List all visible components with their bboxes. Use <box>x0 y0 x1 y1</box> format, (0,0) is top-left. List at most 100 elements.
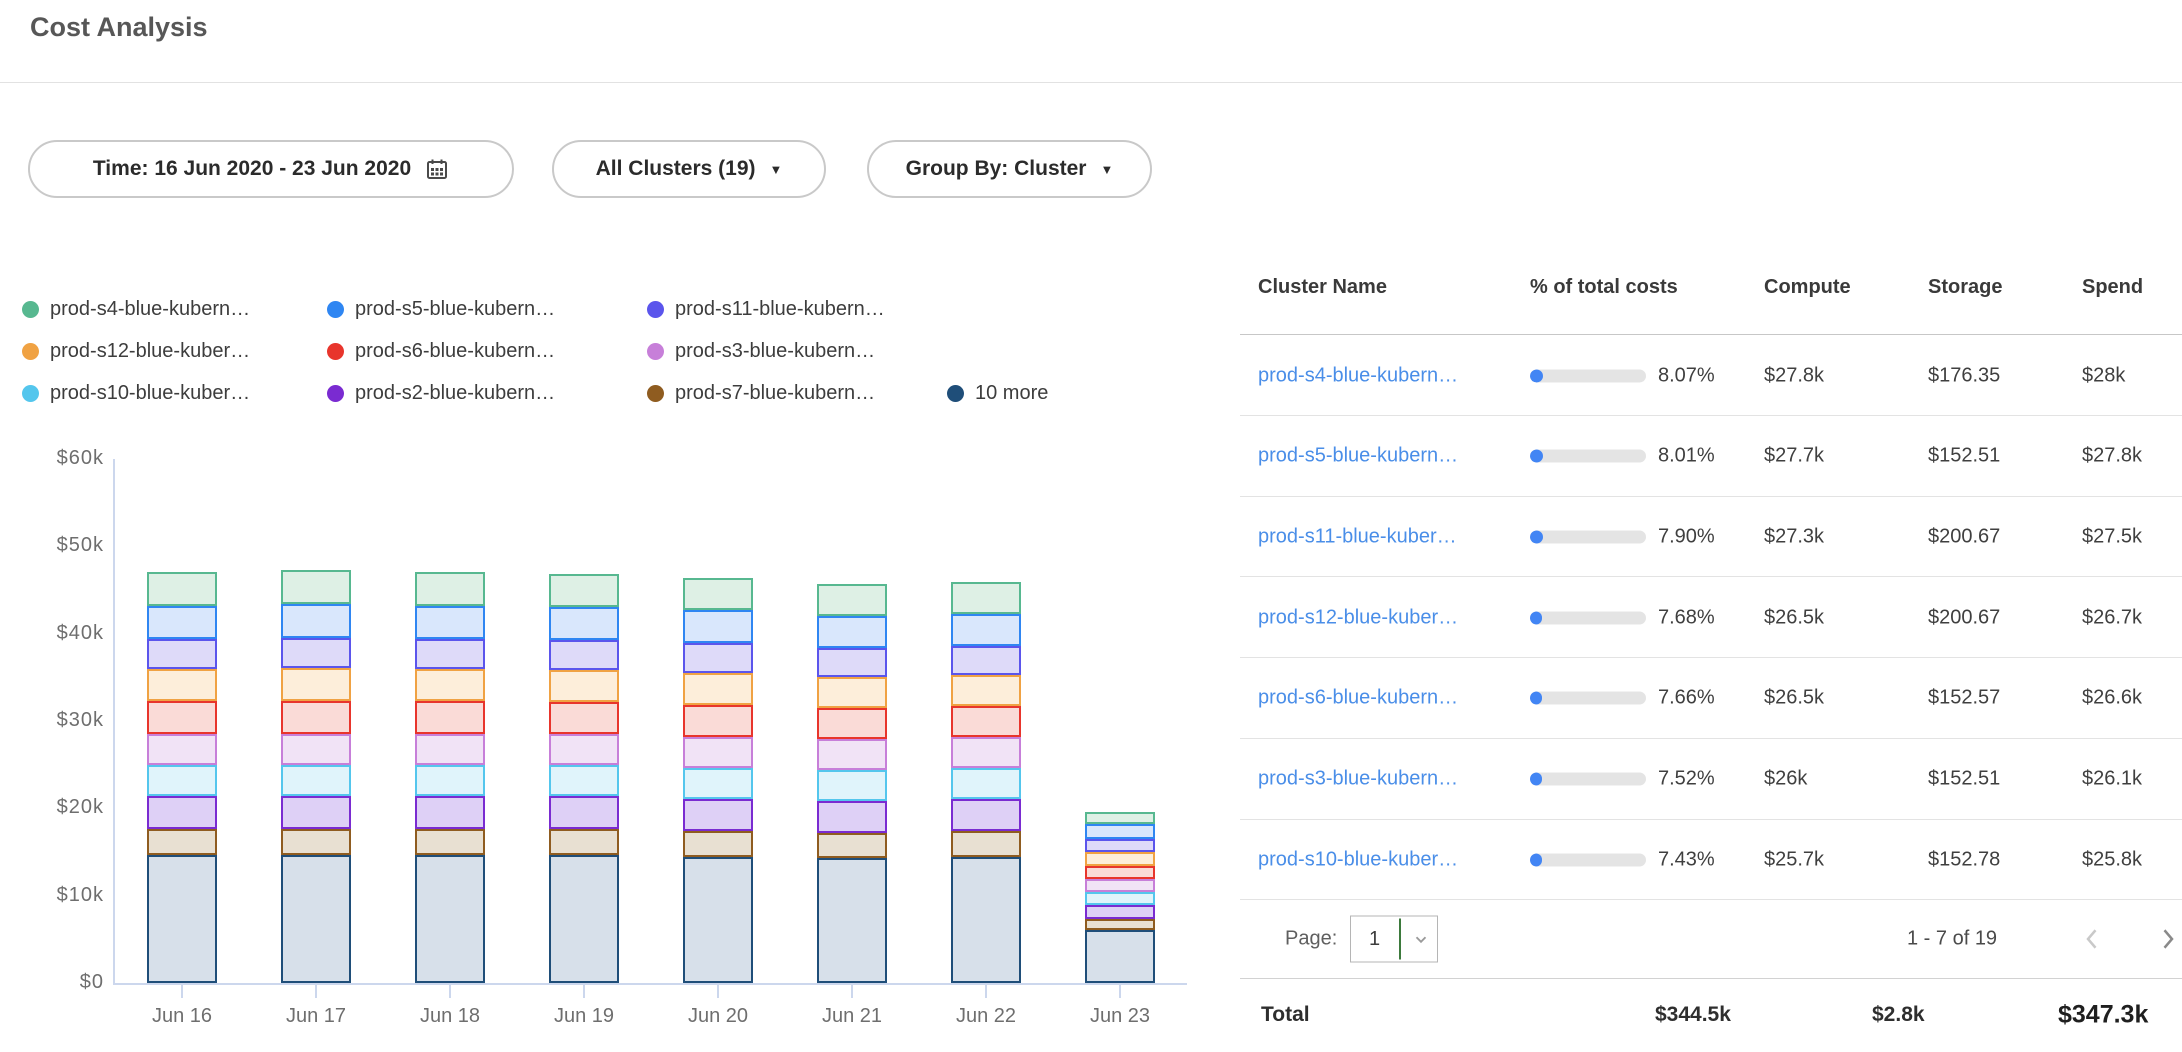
bar-segment-prod-s4-blue-kubern[interactable] <box>1085 812 1155 824</box>
bar-segment-prod-s11-blue-kubern[interactable] <box>415 639 485 669</box>
next-page-button[interactable] <box>2152 924 2182 954</box>
legend-item-prod-s3-blue-kubern[interactable]: prod-s3-blue-kubern… <box>647 340 947 363</box>
bar-segment-prod-s4-blue-kubern[interactable] <box>817 584 887 616</box>
cluster-link-prod-s12-blue-kuber[interactable]: prod-s12-blue-kuber… <box>1258 606 1459 629</box>
bar-segment-prod-s7-blue-kubern[interactable] <box>951 831 1021 857</box>
bar-segment-10-more[interactable] <box>951 857 1021 983</box>
bar-segment-prod-s6-blue-kubern[interactable] <box>683 705 753 737</box>
bar-segment-prod-s2-blue-kubern[interactable] <box>549 796 619 829</box>
bar-segment-prod-s2-blue-kubern[interactable] <box>281 796 351 829</box>
bar-segment-prod-s12-blue-kuber[interactable] <box>549 670 619 702</box>
bar-segment-prod-s7-blue-kubern[interactable] <box>683 831 753 857</box>
bar-jun-22[interactable] <box>951 582 1021 983</box>
bar-segment-prod-s12-blue-kuber[interactable] <box>415 669 485 701</box>
bar-segment-prod-s11-blue-kubern[interactable] <box>147 639 217 669</box>
legend-item-prod-s4-blue-kubern[interactable]: prod-s4-blue-kubern… <box>22 298 327 321</box>
bar-segment-prod-s6-blue-kubern[interactable] <box>1085 866 1155 879</box>
bar-segment-prod-s6-blue-kubern[interactable] <box>281 701 351 734</box>
bar-segment-prod-s3-blue-kubern[interactable] <box>683 737 753 768</box>
bar-segment-prod-s7-blue-kubern[interactable] <box>817 833 887 858</box>
legend-item-prod-s11-blue-kubern[interactable]: prod-s11-blue-kubern… <box>647 298 947 321</box>
bar-segment-prod-s2-blue-kubern[interactable] <box>817 801 887 833</box>
bar-segment-prod-s7-blue-kubern[interactable] <box>415 829 485 855</box>
bar-segment-prod-s4-blue-kubern[interactable] <box>951 582 1021 614</box>
bar-segment-prod-s6-blue-kubern[interactable] <box>951 706 1021 737</box>
bar-segment-prod-s3-blue-kubern[interactable] <box>1085 879 1155 892</box>
bar-segment-prod-s10-blue-kuber[interactable] <box>951 768 1021 799</box>
bar-segment-prod-s10-blue-kuber[interactable] <box>549 765 619 796</box>
bar-segment-prod-s3-blue-kubern[interactable] <box>415 734 485 765</box>
bar-segment-10-more[interactable] <box>1085 930 1155 983</box>
bar-segment-prod-s2-blue-kubern[interactable] <box>147 796 217 829</box>
bar-segment-prod-s12-blue-kuber[interactable] <box>817 677 887 708</box>
bar-segment-prod-s11-blue-kubern[interactable] <box>281 638 351 668</box>
bar-segment-prod-s10-blue-kuber[interactable] <box>683 768 753 799</box>
bar-segment-prod-s5-blue-kubern[interactable] <box>281 604 351 638</box>
bar-segment-prod-s5-blue-kubern[interactable] <box>1085 824 1155 839</box>
bar-segment-prod-s4-blue-kubern[interactable] <box>147 572 217 606</box>
legend-item-prod-s12-blue-kuber[interactable]: prod-s12-blue-kuber… <box>22 340 327 363</box>
bar-segment-prod-s3-blue-kubern[interactable] <box>281 734 351 765</box>
bar-segment-prod-s7-blue-kubern[interactable] <box>281 829 351 855</box>
cluster-link-prod-s5-blue-kubern[interactable]: prod-s5-blue-kubern… <box>1258 444 1459 467</box>
bar-segment-prod-s6-blue-kubern[interactable] <box>415 701 485 734</box>
bar-segment-10-more[interactable] <box>683 857 753 983</box>
bar-segment-prod-s12-blue-kuber[interactable] <box>683 673 753 705</box>
cluster-link-prod-s6-blue-kubern[interactable]: prod-s6-blue-kubern… <box>1258 686 1459 709</box>
legend-item-prod-s10-blue-kuber[interactable]: prod-s10-blue-kuber… <box>22 382 327 405</box>
cluster-link-prod-s10-blue-kuber[interactable]: prod-s10-blue-kuber… <box>1258 848 1459 871</box>
bar-segment-prod-s11-blue-kubern[interactable] <box>549 640 619 670</box>
legend-item-prod-s7-blue-kubern[interactable]: prod-s7-blue-kubern… <box>647 382 947 405</box>
bar-segment-prod-s6-blue-kubern[interactable] <box>549 702 619 734</box>
legend-item-prod-s2-blue-kubern[interactable]: prod-s2-blue-kubern… <box>327 382 647 405</box>
legend-item-10-more[interactable]: 10 more <box>947 382 1212 405</box>
bar-segment-prod-s3-blue-kubern[interactable] <box>951 737 1021 768</box>
bar-segment-prod-s4-blue-kubern[interactable] <box>281 570 351 604</box>
clusters-filter-dropdown[interactable]: All Clusters (19) ▼ <box>552 140 826 198</box>
bar-jun-21[interactable] <box>817 584 887 983</box>
bar-segment-prod-s12-blue-kuber[interactable] <box>951 675 1021 706</box>
bar-segment-prod-s10-blue-kuber[interactable] <box>1085 892 1155 905</box>
bar-segment-prod-s10-blue-kuber[interactable] <box>415 765 485 796</box>
bar-segment-prod-s6-blue-kubern[interactable] <box>817 708 887 739</box>
cluster-link-prod-s11-blue-kuber[interactable]: prod-s11-blue-kuber… <box>1258 525 1457 548</box>
bar-segment-prod-s3-blue-kubern[interactable] <box>549 734 619 765</box>
bar-segment-prod-s11-blue-kubern[interactable] <box>1085 839 1155 852</box>
bar-segment-prod-s12-blue-kuber[interactable] <box>281 668 351 701</box>
bar-segment-prod-s2-blue-kubern[interactable] <box>415 796 485 829</box>
bar-segment-prod-s11-blue-kubern[interactable] <box>951 646 1021 675</box>
bar-segment-prod-s7-blue-kubern[interactable] <box>549 829 619 855</box>
cluster-link-prod-s3-blue-kubern[interactable]: prod-s3-blue-kubern… <box>1258 767 1459 790</box>
bar-segment-prod-s5-blue-kubern[interactable] <box>951 614 1021 646</box>
bar-segment-10-more[interactable] <box>147 855 217 983</box>
bar-segment-10-more[interactable] <box>549 855 619 983</box>
bar-segment-prod-s7-blue-kubern[interactable] <box>147 829 217 855</box>
bar-segment-prod-s3-blue-kubern[interactable] <box>147 734 217 765</box>
bar-segment-prod-s12-blue-kuber[interactable] <box>1085 852 1155 866</box>
bar-segment-prod-s5-blue-kubern[interactable] <box>415 606 485 639</box>
bar-segment-prod-s5-blue-kubern[interactable] <box>549 607 619 640</box>
bar-segment-prod-s12-blue-kuber[interactable] <box>147 669 217 701</box>
bar-segment-prod-s10-blue-kuber[interactable] <box>147 765 217 796</box>
bar-jun-20[interactable] <box>683 578 753 983</box>
page-select[interactable]: 1 <box>1350 915 1438 963</box>
bar-segment-prod-s4-blue-kubern[interactable] <box>415 572 485 606</box>
bar-jun-16[interactable] <box>147 572 217 983</box>
group-by-dropdown[interactable]: Group By: Cluster ▼ <box>867 140 1152 198</box>
bar-segment-prod-s3-blue-kubern[interactable] <box>817 739 887 770</box>
bar-jun-23[interactable] <box>1085 812 1155 983</box>
cluster-link-prod-s4-blue-kubern[interactable]: prod-s4-blue-kubern… <box>1258 364 1459 386</box>
bar-segment-prod-s4-blue-kubern[interactable] <box>549 574 619 607</box>
bar-jun-18[interactable] <box>415 572 485 983</box>
bar-segment-prod-s7-blue-kubern[interactable] <box>1085 919 1155 930</box>
bar-segment-prod-s6-blue-kubern[interactable] <box>147 701 217 734</box>
bar-segment-prod-s5-blue-kubern[interactable] <box>147 606 217 639</box>
bar-segment-prod-s11-blue-kubern[interactable] <box>817 648 887 677</box>
legend-item-prod-s6-blue-kubern[interactable]: prod-s6-blue-kubern… <box>327 340 647 363</box>
bar-segment-prod-s2-blue-kubern[interactable] <box>951 799 1021 831</box>
bar-segment-prod-s10-blue-kuber[interactable] <box>281 765 351 796</box>
bar-segment-prod-s10-blue-kuber[interactable] <box>817 770 887 801</box>
bar-segment-prod-s2-blue-kubern[interactable] <box>1085 905 1155 919</box>
legend-item-prod-s5-blue-kubern[interactable]: prod-s5-blue-kubern… <box>327 298 647 321</box>
bar-segment-prod-s4-blue-kubern[interactable] <box>683 578 753 610</box>
